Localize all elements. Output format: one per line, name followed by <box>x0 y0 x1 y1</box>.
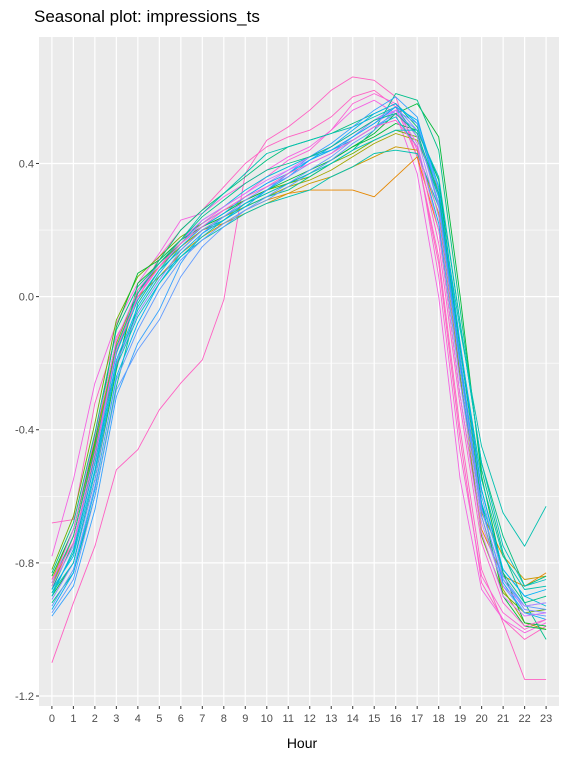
series-lines <box>51 76 547 680</box>
y-tick-label: -0.8 <box>15 558 34 570</box>
x-tick-label: 4 <box>135 713 141 725</box>
x-tick-label: 15 <box>368 713 380 725</box>
plot-panel <box>39 37 559 706</box>
x-tick-label: 21 <box>497 713 509 725</box>
series-line-2 <box>51 99 547 634</box>
y-tick-label: -1.2 <box>15 691 34 703</box>
x-tick-label: 22 <box>518 713 530 725</box>
x-tick-label: 16 <box>390 713 402 725</box>
y-tick-label: 0.4 <box>19 158 34 170</box>
series-line-0 <box>51 76 547 680</box>
x-tick-label: 3 <box>113 713 119 725</box>
chart-title: Seasonal plot: impressions_ts <box>34 7 260 26</box>
x-tick-label: 12 <box>304 713 316 725</box>
x-tick-label: 13 <box>325 713 337 725</box>
x-tick-label: 11 <box>283 713 294 725</box>
x-tick-label: 0 <box>49 713 55 725</box>
series-line-19 <box>51 106 547 614</box>
y-tick-label: 0.0 <box>19 292 34 304</box>
x-tick-label: 9 <box>242 713 248 725</box>
x-tick-label: 17 <box>411 713 423 725</box>
x-tick-label: 20 <box>476 713 488 725</box>
x-tick-label: 5 <box>156 713 162 725</box>
x-tick-label: 10 <box>261 713 273 725</box>
x-tick-label: 18 <box>433 713 445 725</box>
x-tick-label: 6 <box>178 713 184 725</box>
x-tick-label: 7 <box>199 713 205 725</box>
y-tick-label: -0.4 <box>15 425 34 437</box>
x-tick-label: 14 <box>347 713 359 725</box>
series-line-10 <box>51 93 547 640</box>
x-tick-label: 19 <box>454 713 466 725</box>
x-axis-title: Hour <box>287 735 318 751</box>
series-line-23 <box>51 106 547 597</box>
series-line-14 <box>51 116 547 607</box>
axes: -1.2-0.8-0.40.00.40 1 2 3 4 5 6 7 8 9 10 11 12 13 14 15… <box>15 158 552 725</box>
series-line-22 <box>51 113 547 604</box>
x-tick-label: 8 <box>221 713 227 725</box>
x-tick-label: 1 <box>70 713 76 725</box>
series-line-25 <box>51 129 547 594</box>
series-line-24 <box>51 119 547 627</box>
series-line-21 <box>51 109 547 617</box>
x-tick-label: 23 <box>540 713 552 725</box>
x-tick-label: 2 <box>92 713 98 725</box>
